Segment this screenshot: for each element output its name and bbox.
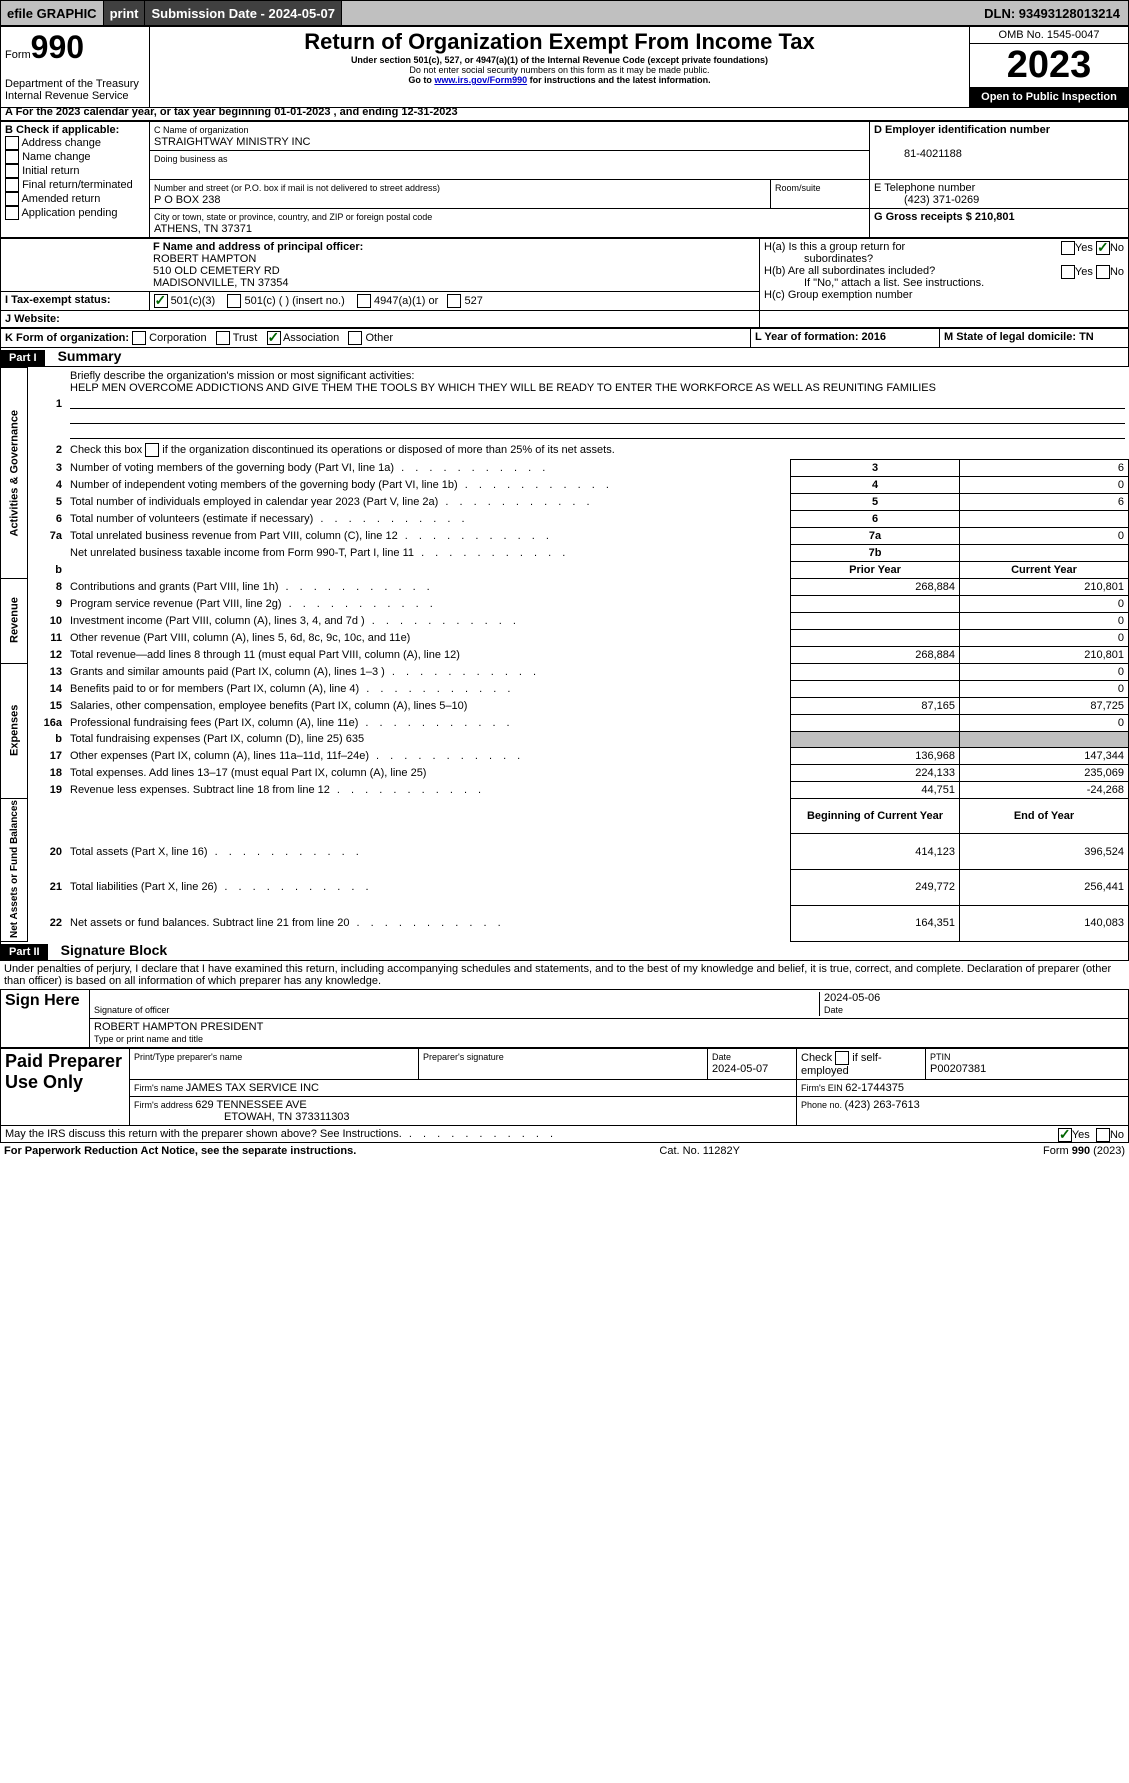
check-527[interactable] xyxy=(447,294,461,308)
sign-table: Sign Here 2024-05-06 Date Signature of o… xyxy=(0,989,1129,1048)
goto-suffix: for instructions and the latest informat… xyxy=(527,75,711,85)
line2-label: Check this box if the organization disco… xyxy=(66,441,1129,460)
header-table: Form990 Department of the Treasury Inter… xyxy=(0,26,1129,108)
part2-header: Part II xyxy=(1,944,48,960)
officer-group-table: F Name and address of principal officer:… xyxy=(0,238,1129,328)
cat-no: Cat. No. 11282Y xyxy=(659,1145,740,1157)
check-501c3[interactable] xyxy=(154,294,168,308)
top-bar: efile GRAPHIC print Submission Date - 20… xyxy=(0,0,1129,26)
print-button[interactable]: print xyxy=(104,1,146,25)
dln-label: DLN: 93493128013214 xyxy=(984,6,1128,21)
check-address-change[interactable] xyxy=(5,136,19,150)
city-label: City or town, state or province, country… xyxy=(154,212,432,222)
check-app-pending[interactable] xyxy=(5,206,19,220)
hb-label: H(b) Are all subordinates included? xyxy=(764,265,935,277)
formation-table: K Form of organization: Corporation Trus… xyxy=(0,328,1129,348)
org-info-table: B Check if applicable: Address change Na… xyxy=(0,121,1129,238)
check-name-change[interactable] xyxy=(5,150,19,164)
form-subtitle: Under section 501(c), 527, or 4947(a)(1)… xyxy=(154,55,965,65)
omb-label: OMB No. 1545-0047 xyxy=(970,27,1129,44)
hb-no[interactable] xyxy=(1096,265,1110,279)
officer-name: ROBERT HAMPTON xyxy=(153,253,256,265)
gross-receipts: G Gross receipts $ 210,801 xyxy=(874,211,1015,223)
check-discontinued[interactable] xyxy=(145,443,159,457)
org-name: STRAIGHTWAY MINISTRY INC xyxy=(154,136,310,148)
section-governance: Activities & Governance xyxy=(1,368,28,579)
hb-yes[interactable] xyxy=(1061,265,1075,279)
org-name-label: C Name of organization xyxy=(154,125,249,135)
form-footer: Form 990 (2023) xyxy=(1043,1145,1125,1157)
check-final-return[interactable] xyxy=(5,178,19,192)
tax-year: 2023 xyxy=(970,44,1128,87)
sign-here-label: Sign Here xyxy=(1,989,90,1047)
tax-period: A For the 2023 calendar year, or tax yea… xyxy=(0,104,1129,121)
form-number: 990 xyxy=(31,29,84,65)
form-title: Return of Organization Exempt From Incom… xyxy=(154,29,965,55)
street-label: Number and street (or P.O. box if mail i… xyxy=(154,183,440,193)
ein-value: 81-4021188 xyxy=(874,148,962,160)
room-label: Room/suite xyxy=(775,183,821,193)
ha-yes[interactable] xyxy=(1061,241,1075,255)
declaration: Under penalties of perjury, I declare th… xyxy=(0,961,1129,989)
boxb-label: B Check if applicable: xyxy=(5,124,119,136)
goto-prefix: Go to xyxy=(408,75,434,85)
officer-label: F Name and address of principal officer: xyxy=(153,241,363,253)
dba-label: Doing business as xyxy=(154,154,228,164)
section-revenue: Revenue xyxy=(1,578,28,663)
phone-label: E Telephone number xyxy=(874,182,975,194)
year-formation: L Year of formation: 2016 xyxy=(755,331,886,343)
part2-title: Signature Block xyxy=(51,942,168,958)
check-self-employed[interactable] xyxy=(835,1051,849,1065)
officer-street: 510 OLD CEMETERY RD xyxy=(153,265,280,277)
form-org-label: K Form of organization: xyxy=(5,332,129,344)
section-netassets: Net Assets or Fund Balances xyxy=(1,798,28,941)
line1-value: HELP MEN OVERCOME ADDICTIONS AND GIVE TH… xyxy=(70,382,936,394)
ein-label: D Employer identification number xyxy=(874,124,1050,136)
ha-label: H(a) Is this a group return for xyxy=(764,241,905,253)
phone-value: (423) 371-0269 xyxy=(874,194,979,206)
irs-label: Internal Revenue Service xyxy=(5,90,129,102)
section-expenses: Expenses xyxy=(1,663,28,798)
check-corp[interactable] xyxy=(132,331,146,345)
discuss-no[interactable] xyxy=(1096,1128,1110,1142)
line1-label: Briefly describe the organization's miss… xyxy=(70,370,414,382)
form-warning: Do not enter social security numbers on … xyxy=(154,65,965,75)
preparer-table: Paid Preparer Use Only Print/Type prepar… xyxy=(0,1048,1129,1126)
dept-label: Department of the Treasury xyxy=(5,78,139,90)
website-label: J Website: xyxy=(5,313,60,325)
paid-preparer-label: Paid Preparer Use Only xyxy=(1,1048,130,1125)
city-value: ATHENS, TN 37371 xyxy=(154,223,252,235)
paperwork-notice: For Paperwork Reduction Act Notice, see … xyxy=(4,1145,356,1157)
check-trust[interactable] xyxy=(216,331,230,345)
officer-city: MADISONVILLE, TN 37354 xyxy=(153,277,289,289)
check-amended[interactable] xyxy=(5,192,19,206)
street-value: P O BOX 238 xyxy=(154,194,220,206)
check-other[interactable] xyxy=(348,331,362,345)
type-label: Type or print name and title xyxy=(94,1034,203,1044)
part1-title: Summary xyxy=(48,348,122,364)
check-assoc[interactable] xyxy=(267,331,281,345)
hc-label: H(c) Group exemption number xyxy=(764,289,913,301)
officer-name-title: ROBERT HAMPTON PRESIDENT xyxy=(94,1021,263,1033)
form-label: Form xyxy=(5,49,31,61)
summary-table: Activities & Governance 1 Briefly descri… xyxy=(0,367,1129,942)
discuss-label: May the IRS discuss this return with the… xyxy=(5,1128,557,1140)
check-501c[interactable] xyxy=(227,294,241,308)
efile-label: efile GRAPHIC xyxy=(1,1,104,25)
state-domicile: M State of legal domicile: TN xyxy=(944,331,1094,343)
check-4947[interactable] xyxy=(357,294,371,308)
submission-date: Submission Date - 2024-05-07 xyxy=(145,1,342,25)
ha-sub: subordinates? xyxy=(764,253,873,265)
ha-no[interactable] xyxy=(1096,241,1110,255)
check-initial-return[interactable] xyxy=(5,164,19,178)
sig-officer-label: Signature of officer xyxy=(94,1005,169,1015)
tax-exempt-label: I Tax-exempt status: xyxy=(5,294,111,306)
part1-header: Part I xyxy=(1,350,45,366)
discuss-yes[interactable] xyxy=(1058,1128,1072,1142)
goto-link[interactable]: www.irs.gov/Form990 xyxy=(434,75,527,85)
hb-note: If "No," attach a list. See instructions… xyxy=(764,277,984,289)
